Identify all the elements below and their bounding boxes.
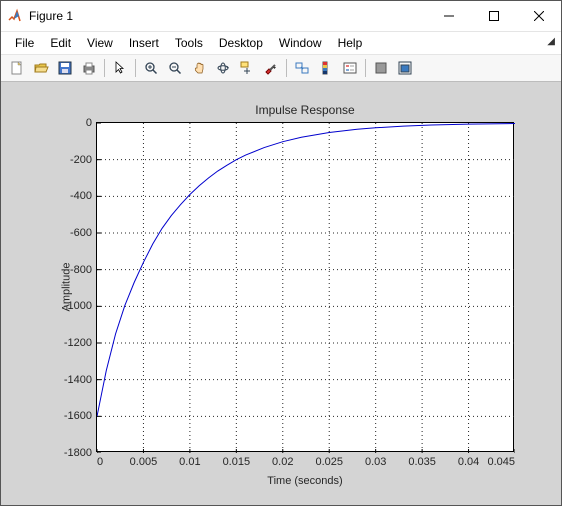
menu-view[interactable]: View xyxy=(79,33,121,53)
axes-svg xyxy=(97,123,515,453)
toolbar xyxy=(1,54,561,82)
y-tick-label: -1000 xyxy=(64,300,97,312)
menu-edit[interactable]: Edit xyxy=(42,33,79,53)
rotate-3d-button[interactable] xyxy=(211,56,235,80)
minimize-button[interactable] xyxy=(426,1,471,31)
menu-file[interactable]: File xyxy=(7,33,42,53)
chart-title: Impulse Response xyxy=(255,103,354,117)
y-tick-label: -800 xyxy=(70,264,97,276)
print-button[interactable] xyxy=(77,56,101,80)
y-tick-label: -1200 xyxy=(64,337,97,349)
menu-bar: File Edit View Insert Tools Desktop Wind… xyxy=(1,32,561,54)
open-button[interactable] xyxy=(29,56,53,80)
data-cursor-button[interactable] xyxy=(235,56,259,80)
menu-tools[interactable]: Tools xyxy=(167,33,211,53)
menu-help[interactable]: Help xyxy=(330,33,371,53)
legend-button[interactable] xyxy=(338,56,362,80)
pointer-button[interactable] xyxy=(108,56,132,80)
x-tick-label: 0.035 xyxy=(408,451,436,468)
title-bar: Figure 1 xyxy=(1,1,561,32)
line-series xyxy=(97,124,515,417)
figure-window: Figure 1 File Edit View Insert Tools Des… xyxy=(0,0,562,506)
x-tick-label: 0.01 xyxy=(179,451,200,468)
x-tick-label: 0.03 xyxy=(365,451,386,468)
separator-icon xyxy=(286,59,287,77)
zoom-in-button[interactable] xyxy=(139,56,163,80)
dock-figure-button[interactable] xyxy=(393,56,417,80)
new-figure-button[interactable] xyxy=(5,56,29,80)
figure-canvas[interactable]: Impulse Response Amplitude Time (seconds… xyxy=(1,82,561,505)
grid-lines xyxy=(97,123,515,453)
tick-marks xyxy=(97,123,515,453)
close-button[interactable] xyxy=(516,1,561,31)
link-plot-button[interactable] xyxy=(290,56,314,80)
pan-button[interactable] xyxy=(187,56,211,80)
hide-tools-button[interactable] xyxy=(369,56,393,80)
y-tick-label: -1800 xyxy=(64,447,97,459)
y-tick-label: 0 xyxy=(86,117,97,129)
x-tick-label: 0 xyxy=(97,451,103,468)
window-title: Figure 1 xyxy=(29,9,73,23)
dock-corner-icon[interactable]: ◢ xyxy=(547,36,555,47)
separator-icon xyxy=(135,59,136,77)
x-tick-label: 0.04 xyxy=(458,451,479,468)
menu-window[interactable]: Window xyxy=(271,33,330,53)
x-tick-label: 0.005 xyxy=(130,451,158,468)
maximize-button[interactable] xyxy=(471,1,516,31)
y-tick-label: -1400 xyxy=(64,374,97,386)
menu-desktop[interactable]: Desktop xyxy=(211,33,271,53)
x-tick-label: 0.045 xyxy=(487,451,515,468)
matlab-logo-icon xyxy=(7,8,23,24)
x-tick-label: 0.025 xyxy=(315,451,343,468)
zoom-out-button[interactable] xyxy=(163,56,187,80)
separator-icon xyxy=(365,59,366,77)
y-tick-label: -400 xyxy=(70,190,97,202)
colorbar-button[interactable] xyxy=(314,56,338,80)
x-tick-label: 0.02 xyxy=(272,451,293,468)
y-tick-label: -600 xyxy=(70,227,97,239)
y-tick-label: -1600 xyxy=(64,410,97,422)
x-tick-label: 0.015 xyxy=(223,451,251,468)
separator-icon xyxy=(104,59,105,77)
save-button[interactable] xyxy=(53,56,77,80)
menu-insert[interactable]: Insert xyxy=(121,33,167,53)
y-tick-label: -200 xyxy=(70,154,97,166)
brush-button[interactable] xyxy=(259,56,283,80)
x-axis-label: Time (seconds) xyxy=(267,475,342,487)
axes[interactable]: Impulse Response Amplitude Time (seconds… xyxy=(96,122,514,452)
